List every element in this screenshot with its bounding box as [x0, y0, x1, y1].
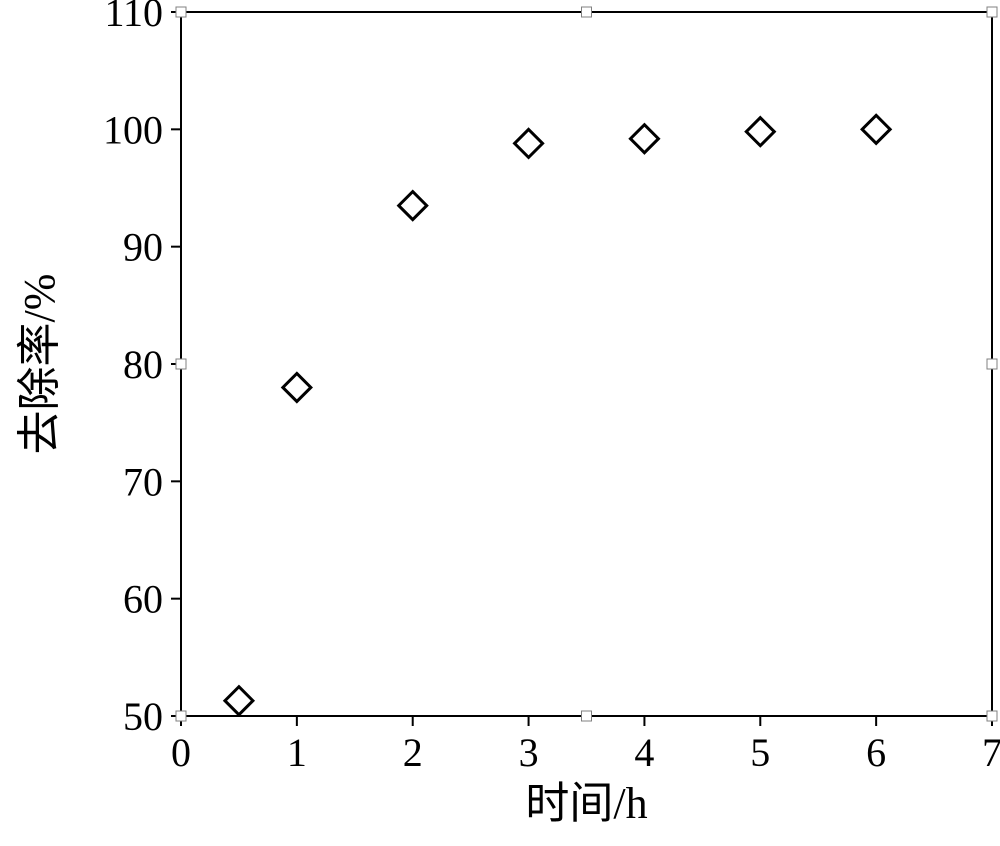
x-tick-label: 7	[982, 730, 1000, 775]
x-tick-label: 2	[403, 730, 423, 775]
y-tick-label: 50	[123, 694, 163, 739]
data-marker	[515, 129, 543, 157]
selection-handle[interactable]	[987, 7, 997, 17]
plot-border	[181, 12, 992, 716]
y-axis-label: 去除率/%	[15, 274, 64, 455]
selection-handle[interactable]	[176, 7, 186, 17]
selection-handle[interactable]	[582, 711, 592, 721]
selection-handle[interactable]	[987, 359, 997, 369]
y-tick-label: 110	[104, 0, 163, 35]
x-tick-label: 6	[866, 730, 886, 775]
x-axis-label: 时间/h	[525, 779, 647, 828]
chart-svg: 0 1 2 3 4 5 6 7 50 60 70 80 90 100 110 时间/h 去除率/%	[0, 0, 1000, 846]
selection-handle[interactable]	[582, 7, 592, 17]
data-marker	[630, 125, 658, 153]
y-tick-label: 60	[123, 577, 163, 622]
selection-handle[interactable]	[176, 711, 186, 721]
x-tick-label: 4	[634, 730, 654, 775]
data-marker	[283, 373, 311, 401]
y-tick-label: 70	[123, 459, 163, 504]
data-marker	[862, 115, 890, 143]
x-tick-label: 1	[287, 730, 307, 775]
selection-handle[interactable]	[176, 359, 186, 369]
x-tick-label: 5	[750, 730, 770, 775]
scatter-chart: 0 1 2 3 4 5 6 7 50 60 70 80 90 100 110 时间/h 去除率/%	[0, 0, 1000, 846]
y-tick-label: 80	[123, 342, 163, 387]
y-tick-label: 100	[103, 107, 163, 152]
y-tick-label: 90	[123, 225, 163, 270]
data-marker	[225, 687, 253, 715]
data-marker	[746, 118, 774, 146]
data-marker	[399, 192, 427, 220]
x-tick-label: 0	[171, 730, 191, 775]
selection-handle[interactable]	[987, 711, 997, 721]
x-tick-label: 3	[519, 730, 539, 775]
